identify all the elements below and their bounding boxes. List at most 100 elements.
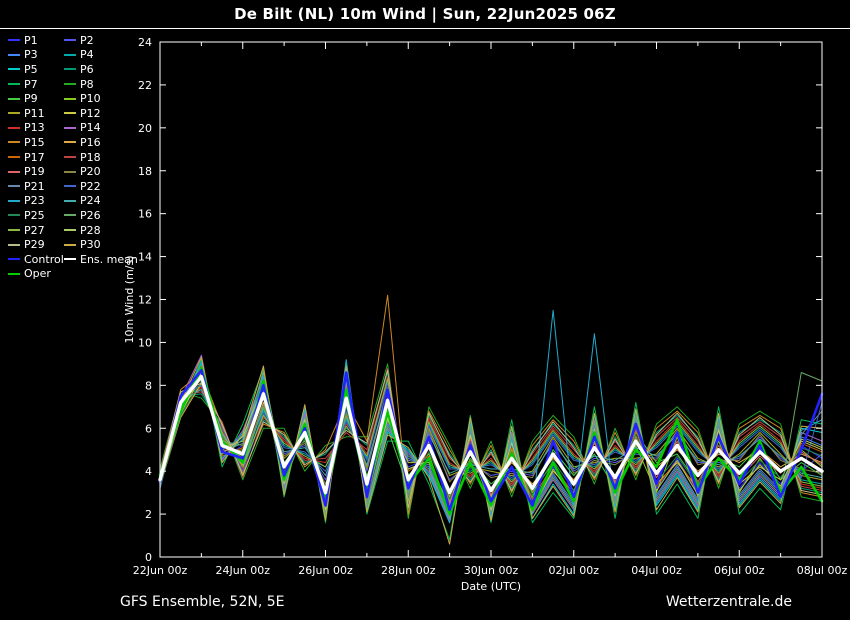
legend-swatch bbox=[8, 83, 20, 86]
legend-swatch bbox=[8, 272, 20, 275]
x-tick-label: 26Jun 00z bbox=[298, 564, 353, 577]
legend-label: P22 bbox=[80, 179, 101, 193]
x-tick-label: 22Jun 00z bbox=[133, 564, 188, 577]
legend-label: P7 bbox=[24, 77, 38, 91]
title-divider bbox=[0, 28, 850, 29]
legend-item-p6: P6 bbox=[64, 63, 142, 76]
legend-item-p29: P29 bbox=[8, 238, 64, 251]
x-tick-label: 04Jul 00z bbox=[631, 564, 682, 577]
legend-item-p16: P16 bbox=[64, 136, 142, 149]
legend-swatch bbox=[64, 229, 76, 232]
legend-label: P4 bbox=[80, 48, 94, 62]
legend-item-p9: P9 bbox=[8, 92, 64, 105]
legend-label: P21 bbox=[24, 179, 45, 193]
legend-swatch bbox=[64, 68, 76, 71]
legend-swatch bbox=[64, 126, 76, 129]
legend-item-oper: Oper bbox=[8, 267, 64, 280]
legend-swatch bbox=[64, 243, 76, 246]
y-tick-label: 12 bbox=[138, 294, 152, 307]
legend-label: P12 bbox=[80, 106, 101, 120]
legend-item-p12: P12 bbox=[64, 107, 142, 120]
legend-label: P1 bbox=[24, 33, 38, 47]
legend-swatch bbox=[8, 170, 20, 173]
series-ens-mean bbox=[158, 375, 824, 495]
legend-swatch bbox=[64, 214, 76, 217]
legend-item-control: Control bbox=[8, 253, 64, 266]
legend-label: P15 bbox=[24, 135, 45, 149]
y-tick-label: 6 bbox=[145, 422, 152, 435]
y-tick-label: 8 bbox=[145, 379, 152, 392]
legend-item-p11: P11 bbox=[8, 107, 64, 120]
legend-swatch bbox=[64, 185, 76, 188]
legend-swatch bbox=[8, 258, 20, 261]
y-tick-label: 24 bbox=[138, 36, 152, 49]
legend-swatch bbox=[8, 214, 20, 217]
legend-item-p23: P23 bbox=[8, 194, 64, 207]
footer-brand: Wetterzentrale.de bbox=[665, 594, 792, 610]
legend-label: P26 bbox=[80, 208, 101, 222]
legend-item-p15: P15 bbox=[8, 136, 64, 149]
legend-item-p13: P13 bbox=[8, 121, 64, 134]
legend-label: P28 bbox=[80, 223, 101, 237]
legend-swatch bbox=[64, 199, 76, 202]
legend-swatch bbox=[8, 53, 20, 56]
legend-label: P5 bbox=[24, 62, 38, 76]
legend-swatch bbox=[8, 185, 20, 188]
legend-swatch bbox=[8, 156, 20, 159]
legend-swatch bbox=[8, 243, 20, 246]
legend-swatch bbox=[64, 39, 76, 42]
legend-label: Control bbox=[24, 252, 64, 266]
legend-item-p21: P21 bbox=[8, 180, 64, 193]
footer-model-label: GFS Ensemble, 52N, 5E bbox=[120, 594, 285, 610]
chart-title: De Bilt (NL) 10m Wind | Sun, 22Jun2025 0… bbox=[234, 5, 616, 23]
legend-swatch bbox=[64, 53, 76, 56]
x-tick-label: 28Jun 00z bbox=[381, 564, 436, 577]
legend-label: P11 bbox=[24, 106, 45, 120]
legend-item-p20: P20 bbox=[64, 165, 142, 178]
legend-label: P3 bbox=[24, 48, 38, 62]
legend-label: P9 bbox=[24, 92, 38, 106]
legend-swatch bbox=[64, 170, 76, 173]
legend: P1 P2 P3 P4 P5 P6 P7 P8 P9 P10 P11 P12 P13 P14 P15 P16 P… bbox=[8, 33, 142, 281]
legend-item-p25: P25 bbox=[8, 209, 64, 222]
legend-swatch bbox=[64, 112, 76, 115]
legend-swatch bbox=[8, 141, 20, 144]
legend-item-p7: P7 bbox=[8, 78, 64, 91]
legend-item-p3: P3 bbox=[8, 48, 64, 61]
legend-label: P25 bbox=[24, 208, 45, 222]
legend-label: P30 bbox=[80, 238, 101, 252]
legend-label: P13 bbox=[24, 121, 45, 135]
legend-swatch bbox=[8, 126, 20, 129]
legend-label: Oper bbox=[24, 267, 51, 281]
legend-swatch bbox=[8, 97, 20, 100]
x-tick-label: 30Jun 00z bbox=[464, 564, 519, 577]
legend-item-p19: P19 bbox=[8, 165, 64, 178]
legend-item-p8: P8 bbox=[64, 78, 142, 91]
y-tick-label: 18 bbox=[138, 165, 152, 178]
legend-swatch bbox=[8, 112, 20, 115]
legend-swatch bbox=[8, 68, 20, 71]
legend-swatch bbox=[8, 39, 20, 42]
legend-item-ens-mean: Ens. mean bbox=[64, 253, 142, 266]
legend-label: P23 bbox=[24, 194, 45, 208]
y-tick-label: 16 bbox=[138, 208, 152, 221]
legend-swatch bbox=[64, 141, 76, 144]
x-tick-label: 02Jul 00z bbox=[548, 564, 599, 577]
legend-swatch bbox=[64, 258, 76, 261]
legend-label: Ens. mean bbox=[80, 252, 138, 266]
legend-label: P18 bbox=[80, 150, 101, 164]
legend-label: P29 bbox=[24, 238, 45, 252]
legend-label: P6 bbox=[80, 62, 94, 76]
legend-item-p17: P17 bbox=[8, 151, 64, 164]
legend-item-p18: P18 bbox=[64, 151, 142, 164]
legend-item-p22: P22 bbox=[64, 180, 142, 193]
y-axis-title: 10m Wind (m/s) bbox=[123, 255, 136, 343]
legend-label: P10 bbox=[80, 92, 101, 106]
legend-swatch bbox=[8, 199, 20, 202]
legend-label: P2 bbox=[80, 33, 94, 47]
legend-label: P19 bbox=[24, 165, 45, 179]
legend-label: P17 bbox=[24, 150, 45, 164]
legend-item-p27: P27 bbox=[8, 224, 64, 237]
x-axis-title: Date (UTC) bbox=[461, 580, 521, 593]
